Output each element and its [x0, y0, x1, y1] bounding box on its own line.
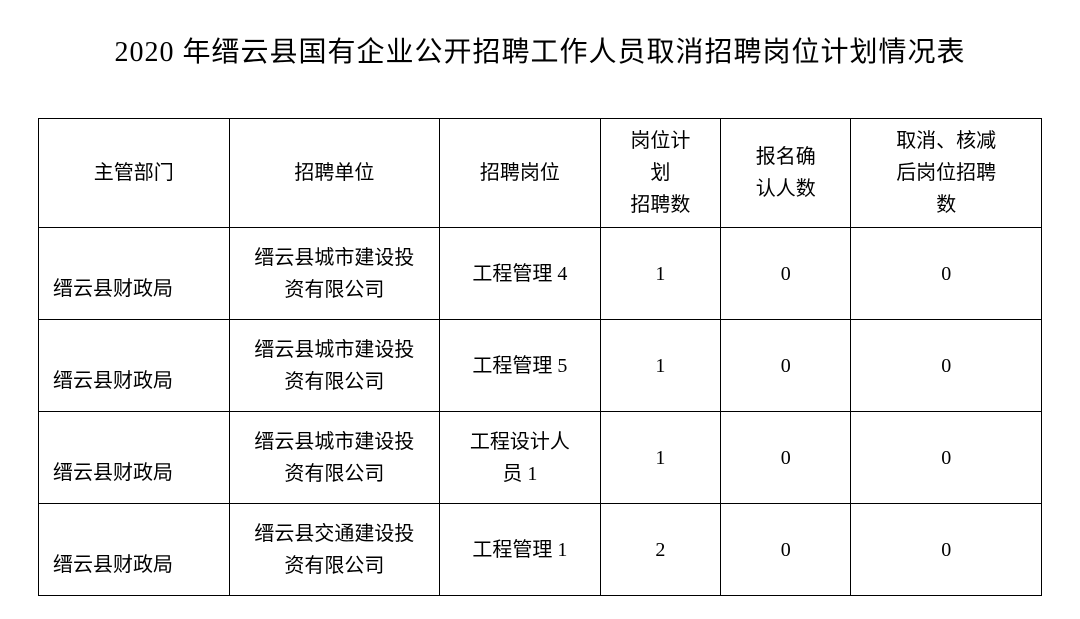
cell-unit: 缙云县城市建设投 资有限公司	[229, 320, 440, 412]
col-header-confirmed-count: 报名确 认人数	[721, 119, 851, 228]
table-row: 缙云县财政局 缙云县城市建设投 资有限公司 工程管理 4 1 0 0	[39, 228, 1042, 320]
cell-department: 缙云县财政局	[39, 228, 230, 320]
cell-text: 资有限公司	[284, 463, 384, 485]
cell-text: 员 1	[502, 463, 537, 485]
cell-department: 缙云县财政局	[39, 320, 230, 412]
header-text: 后岗位招聘	[896, 162, 996, 184]
cell-after-count: 0	[851, 412, 1042, 504]
cell-text: 资有限公司	[284, 371, 384, 393]
table-row: 缙云县财政局 缙云县城市建设投 资有限公司 工程设计人 员 1 1 0 0	[39, 412, 1042, 504]
header-text: 数	[936, 194, 956, 216]
cell-text: 缙云县城市建设投	[254, 431, 414, 453]
table-row: 缙云县财政局 缙云县城市建设投 资有限公司 工程管理 5 1 0 0	[39, 320, 1042, 412]
cell-after-count: 0	[851, 228, 1042, 320]
recruitment-table: 主管部门 招聘单位 招聘岗位 岗位计 划 招聘数 报名确 认人数 取消、核减 后…	[38, 118, 1042, 596]
cell-position: 工程管理 1	[440, 504, 600, 596]
cell-unit: 缙云县城市建设投 资有限公司	[229, 228, 440, 320]
cell-confirmed-count: 0	[721, 320, 851, 412]
cell-after-count: 0	[851, 504, 1042, 596]
col-header-position: 招聘岗位	[440, 119, 600, 228]
cell-unit: 缙云县城市建设投 资有限公司	[229, 412, 440, 504]
cell-position: 工程管理 4	[440, 228, 600, 320]
cell-text: 工程设计人	[470, 431, 570, 453]
cell-text: 缙云县交通建设投	[254, 523, 414, 545]
cell-position: 工程管理 5	[440, 320, 600, 412]
cell-text: 缙云县城市建设投	[254, 339, 414, 361]
table-header-row: 主管部门 招聘单位 招聘岗位 岗位计 划 招聘数 报名确 认人数 取消、核减 后…	[39, 119, 1042, 228]
header-text: 取消、核减	[896, 130, 996, 152]
header-text: 认人数	[756, 178, 816, 200]
cell-department: 缙云县财政局	[39, 504, 230, 596]
col-header-after-count: 取消、核减 后岗位招聘 数	[851, 119, 1042, 228]
cell-after-count: 0	[851, 320, 1042, 412]
cell-text: 资有限公司	[284, 279, 384, 301]
cell-confirmed-count: 0	[721, 228, 851, 320]
cell-position: 工程设计人 员 1	[440, 412, 600, 504]
cell-department: 缙云县财政局	[39, 412, 230, 504]
header-text: 招聘数	[630, 194, 690, 216]
cell-text: 缙云县城市建设投	[254, 247, 414, 269]
cell-confirmed-count: 0	[721, 412, 851, 504]
cell-unit: 缙云县交通建设投 资有限公司	[229, 504, 440, 596]
cell-plan-count: 1	[600, 412, 720, 504]
cell-confirmed-count: 0	[721, 504, 851, 596]
table-row: 缙云县财政局 缙云县交通建设投 资有限公司 工程管理 1 2 0 0	[39, 504, 1042, 596]
page-title: 2020 年缙云县国有企业公开招聘工作人员取消招聘岗位计划情况表	[38, 30, 1042, 70]
cell-text: 资有限公司	[284, 555, 384, 577]
col-header-plan-count: 岗位计 划 招聘数	[600, 119, 720, 228]
header-text: 划	[650, 162, 670, 184]
cell-plan-count: 1	[600, 228, 720, 320]
header-text: 报名确	[756, 146, 816, 168]
header-text: 岗位计	[630, 130, 690, 152]
col-header-department: 主管部门	[39, 119, 230, 228]
col-header-unit: 招聘单位	[229, 119, 440, 228]
cell-plan-count: 2	[600, 504, 720, 596]
cell-plan-count: 1	[600, 320, 720, 412]
